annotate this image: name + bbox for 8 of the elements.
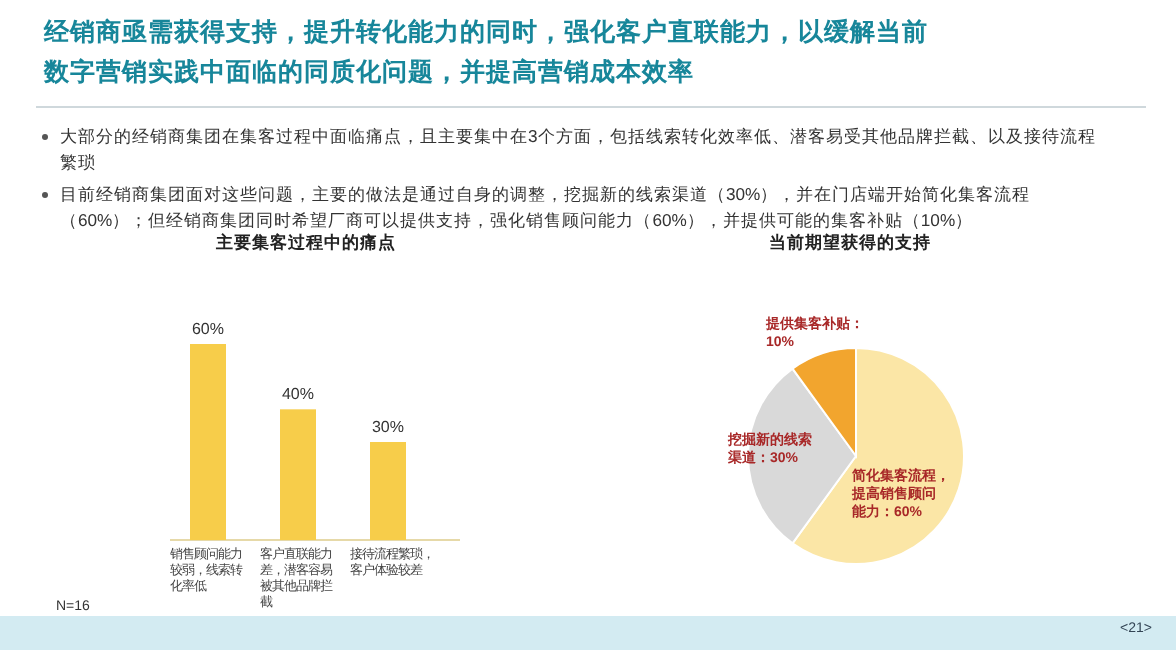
text: 大部分的经销商集团在集客过程中面临痛点，且主要集中在3个方面，包括线索转化效率低、潜客易受其他品牌拦截、以及接待流程繁琐 [60, 124, 1098, 176]
chart-title: 当前期望获得的支持 [769, 232, 931, 252]
text: 目前经销商集团面对这些问题，主要的做法是通过自身的调整，挖掘新的线索渠道（30%），并在门店端开始简化集客流程（60%）；但经销商集团同时希望厂商可以提供支持，强化销售顾问能力（60%），并提供可能的集客补贴（10%） [60, 182, 1033, 233]
text: 经销商亟需获得支持，提升转化能力的同时，强化客户直联能力，以缓解当前数字营销实践中面临的同质化问题，并提高营销成本效率 [44, 16, 930, 90]
data-label: 30% [371, 418, 405, 436]
data-label: 60% [191, 320, 225, 338]
chart-title: 主要集客过程中的痛点 [214, 232, 396, 252]
data-label: 40% [281, 385, 315, 404]
